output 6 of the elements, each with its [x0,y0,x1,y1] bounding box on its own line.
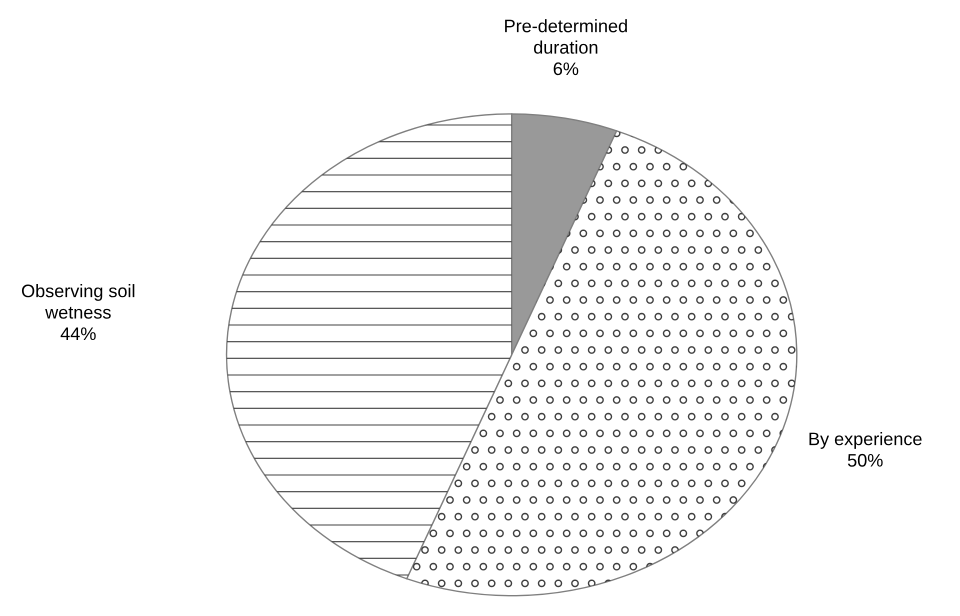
data-label: 50% [848,454,883,467]
slice-label: Pre-determined duration [505,19,627,54]
data-label: 6% [554,62,578,76]
slice-label: By experience [810,432,922,449]
data-label: 44% [60,327,96,340]
slice-label: Observing soil wetness [22,284,134,319]
